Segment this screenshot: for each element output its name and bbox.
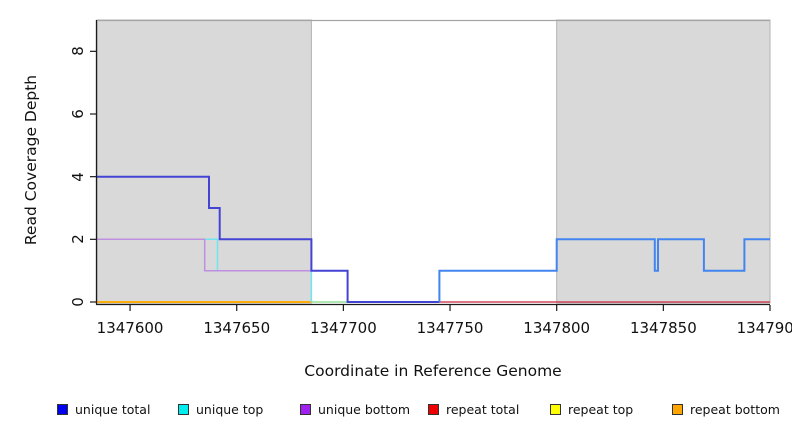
y-tick-label: 4 [69, 171, 87, 182]
series-unique-total-right- [438, 238, 770, 302]
x-axis-title: Coordinate in Reference Genome [304, 362, 562, 380]
y-tick-label: 8 [69, 46, 87, 57]
legend-swatch-icon [178, 403, 189, 415]
y-tick-label: 2 [69, 234, 87, 245]
x-tick-label: 1347600 [96, 319, 164, 337]
x-tick-label: 1347800 [523, 319, 591, 337]
x-tick-label: 1347700 [309, 319, 377, 337]
legend-swatch-icon [57, 403, 68, 415]
y-tick-label: 6 [69, 109, 87, 119]
legend-item: repeat total [428, 401, 520, 417]
legend-swatch-icon [428, 403, 439, 415]
legend-label: repeat top [568, 401, 634, 417]
legend-item: unique total [57, 401, 151, 417]
legend-label: unique bottom [318, 401, 411, 417]
legend-label: repeat bottom [690, 401, 780, 417]
y-axis-title: Read Coverage Depth [22, 74, 40, 246]
shaded-region [556, 19, 771, 304]
legend-item: unique bottom [300, 401, 411, 417]
legend-label: unique total [75, 401, 151, 417]
legend-item: repeat top [550, 401, 634, 417]
legend-item: unique top [178, 401, 264, 417]
y-tick-label: 0 [69, 297, 87, 307]
x-tick-label: 1347650 [203, 319, 271, 337]
legend-swatch-icon [672, 403, 683, 415]
series-unique-total [97, 175, 440, 303]
x-tick-label: 1347750 [416, 319, 484, 337]
legend-label: unique top [196, 401, 264, 417]
legend-swatch-icon [300, 403, 311, 415]
x-tick-label: 1347850 [629, 319, 697, 337]
legend-item: repeat bottom [672, 401, 780, 417]
legend-label: repeat total [446, 401, 520, 417]
legend-swatch-icon [550, 403, 561, 415]
